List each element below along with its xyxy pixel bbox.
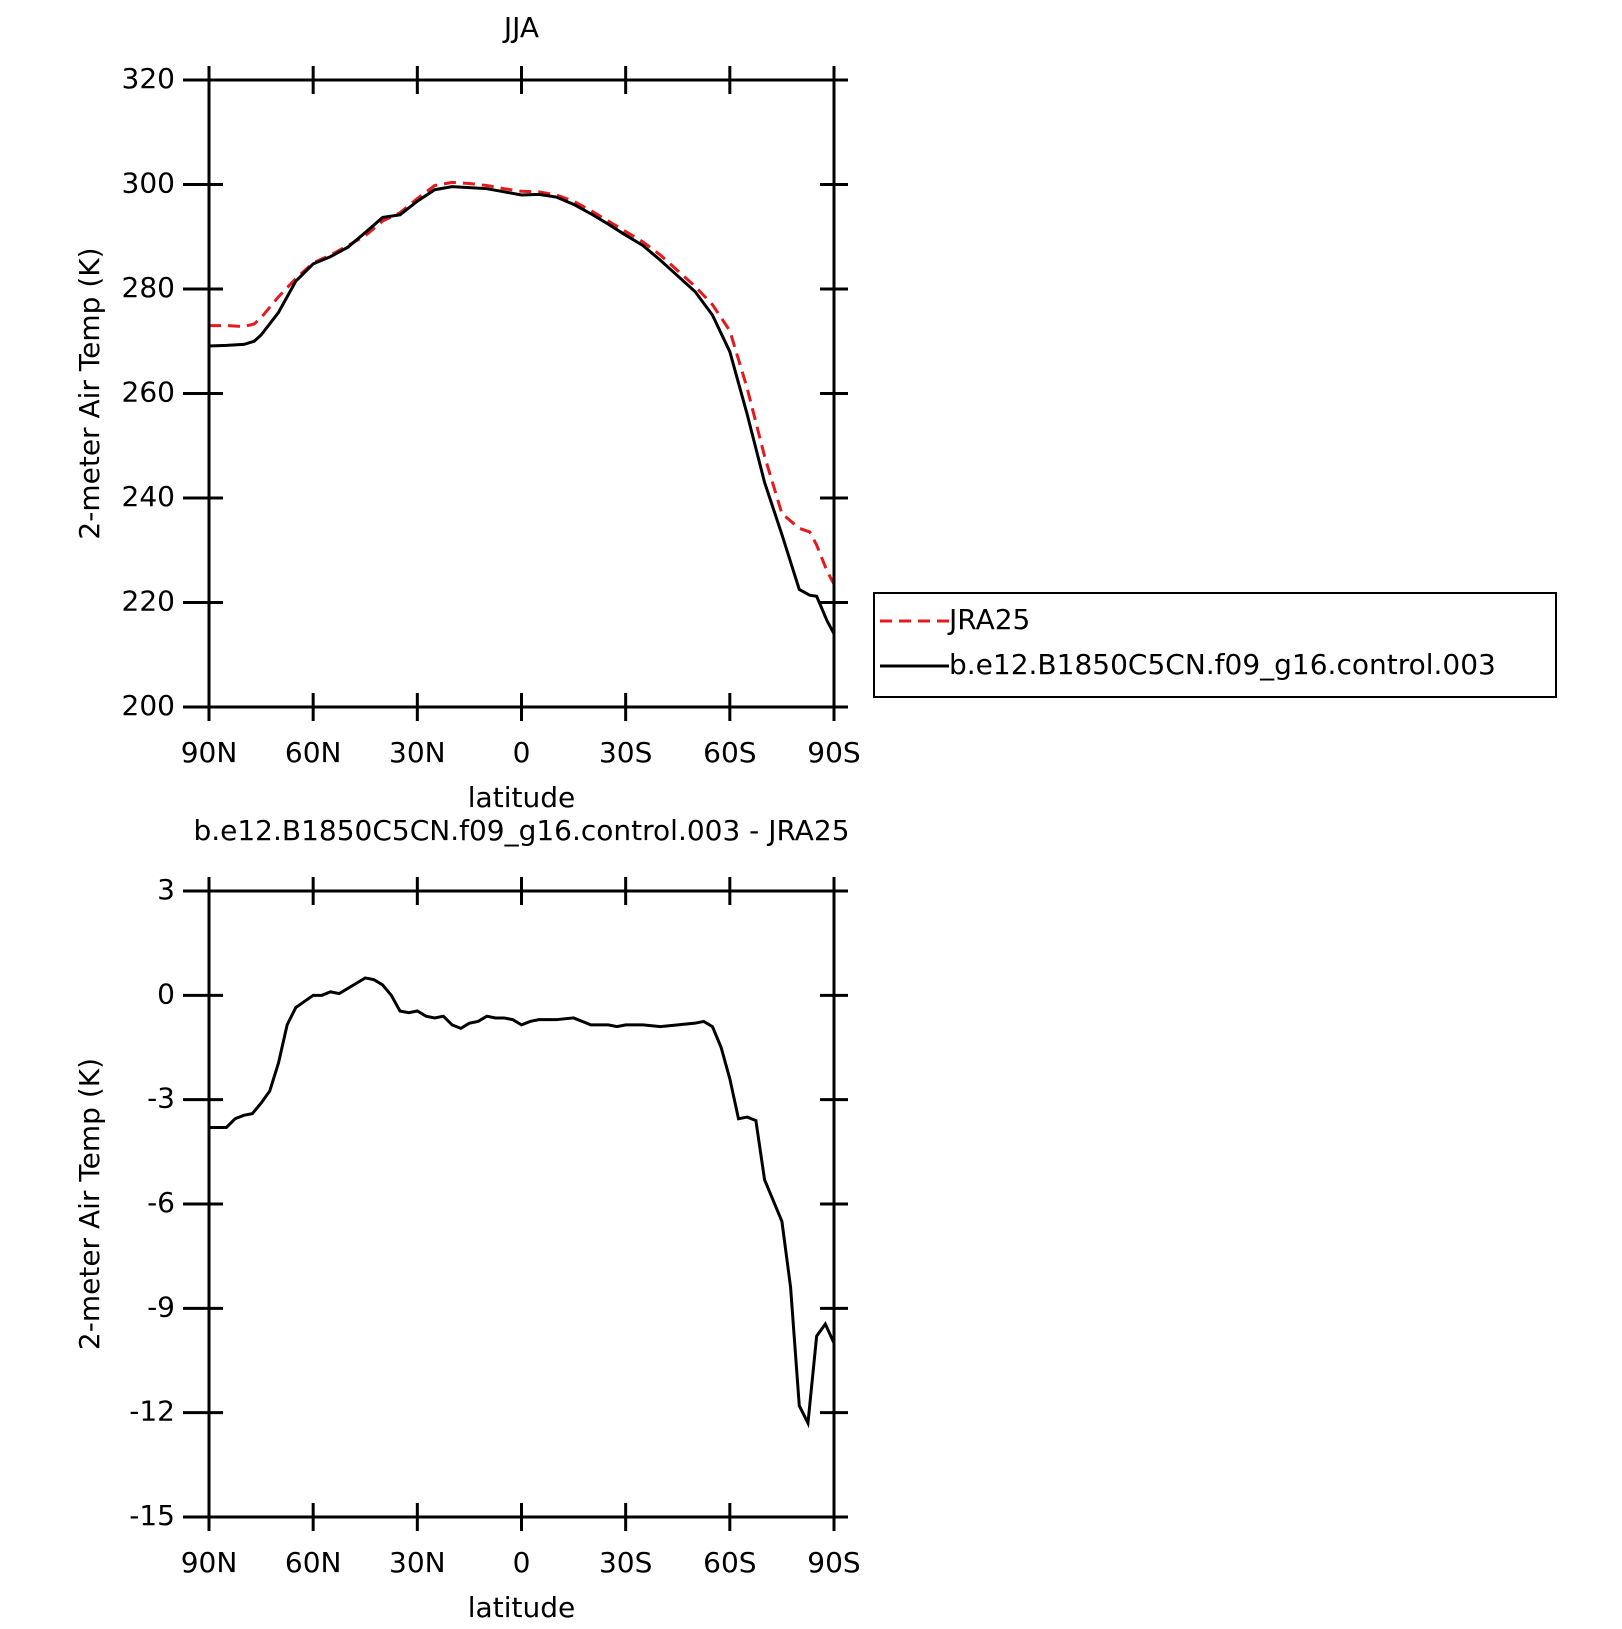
- y-tick-label: -12: [129, 1395, 175, 1428]
- chart-title: b.e12.B1850C5CN.f09_g16.control.003 - JR…: [193, 814, 849, 847]
- y-tick-label: 0: [157, 977, 175, 1010]
- y-tick-label: 320: [122, 62, 175, 95]
- x-tick-label: 60N: [285, 736, 342, 769]
- y-tick-label: -3: [147, 1082, 175, 1115]
- x-tick-label: 0: [513, 1546, 531, 1579]
- x-tick-label: 60S: [703, 736, 756, 769]
- x-tick-label: 90N: [181, 736, 238, 769]
- y-axis-label: 2-meter Air Temp (K): [73, 1058, 106, 1350]
- y-tick-label: 220: [122, 585, 175, 618]
- legend-box: [873, 592, 1557, 698]
- x-tick-label: 90N: [181, 1546, 238, 1579]
- legend-label: JRA25: [947, 603, 1030, 636]
- y-tick-label: -15: [129, 1499, 175, 1532]
- y-tick-label: -6: [147, 1186, 175, 1219]
- y-tick-label: 3: [157, 873, 175, 906]
- x-tick-label: 60S: [703, 1546, 756, 1579]
- x-tick-label: 30N: [389, 736, 446, 769]
- x-tick-label: 30N: [389, 1546, 446, 1579]
- y-tick-label: 260: [122, 376, 175, 409]
- x-tick-label: 60N: [285, 1546, 342, 1579]
- data-line: [209, 180, 836, 585]
- x-axis-label: latitude: [468, 781, 575, 814]
- y-tick-label: 300: [122, 167, 175, 200]
- y-tick-label: 280: [122, 271, 175, 304]
- y-axis-label: 2-meter Air Temp (K): [73, 247, 106, 539]
- legend-label: b.e12.B1850C5CN.f09_g16.control.003: [949, 648, 1496, 681]
- x-tick-label: 30S: [599, 736, 652, 769]
- x-tick-label: 90S: [807, 736, 860, 769]
- chart-title: JJA: [502, 11, 539, 44]
- x-tick-label: 90S: [807, 1546, 860, 1579]
- x-tick-label: 30S: [599, 1546, 652, 1579]
- y-tick-label: -9: [147, 1290, 175, 1323]
- x-axis-label: latitude: [468, 1591, 575, 1624]
- plot-frame: [207, 889, 836, 1519]
- y-tick-label: 240: [122, 480, 175, 513]
- x-tick-label: 0: [513, 736, 531, 769]
- data-line: [209, 976, 836, 1429]
- data-line: [208, 185, 836, 635]
- y-tick-label: 200: [122, 689, 175, 722]
